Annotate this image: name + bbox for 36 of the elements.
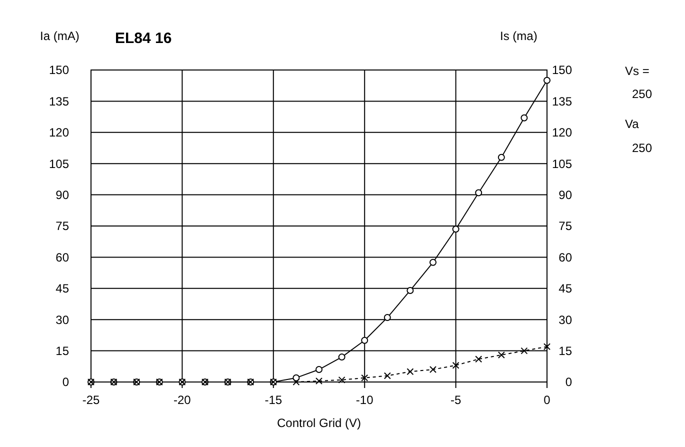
y2-tick-label: 150 [552,63,572,78]
x-tick-label: 0 [544,393,551,407]
y-tick-label: 120 [48,126,70,140]
y-tick-label: 105 [48,156,70,171]
y-axis-title: Ia (mA) [40,29,80,43]
text: Va [625,117,640,131]
x-axis-title: Control Grid (V) [276,416,362,430]
y-tick-label: 0 [62,375,70,390]
x-tick-label: -10 [356,393,374,407]
x-tick-label: -25 [82,393,100,407]
y2-tick-label: 135 [552,94,572,108]
y-tick-label: 30 [56,312,70,327]
y2-tick-label: 90 [558,188,572,202]
y-tick-label: 15 [56,344,70,358]
x-tick-label: -15 [264,393,282,407]
y2-tick-label: 0 [565,375,572,390]
y2-tick-label: 105 [552,156,572,171]
y2-tick-label: 15 [558,344,572,358]
y-tick-label: 45 [56,282,70,296]
x-tick-label: -20 [174,393,192,407]
x-tick-label: -5 [450,393,462,407]
y-tick-label: 135 [48,94,70,108]
text: Vs = [625,64,650,78]
y2-tick-label: 120 [552,126,572,140]
y2-tick-label: 45 [558,282,572,296]
text: 250 [632,141,652,155]
y-tick-label: 75 [56,219,70,234]
y2-tick-label: 60 [558,250,572,264]
y2-axis-title: Is (ma) [500,29,538,43]
text: 250 [632,87,652,101]
y-tick-label: 60 [56,250,70,264]
y2-tick-label: 30 [558,312,572,327]
y2-tick-label: 75 [558,219,572,234]
chart-title: EL84 16 [115,30,172,47]
y-tick-label: 90 [56,188,70,202]
y-tick-label: 150 [48,63,70,78]
